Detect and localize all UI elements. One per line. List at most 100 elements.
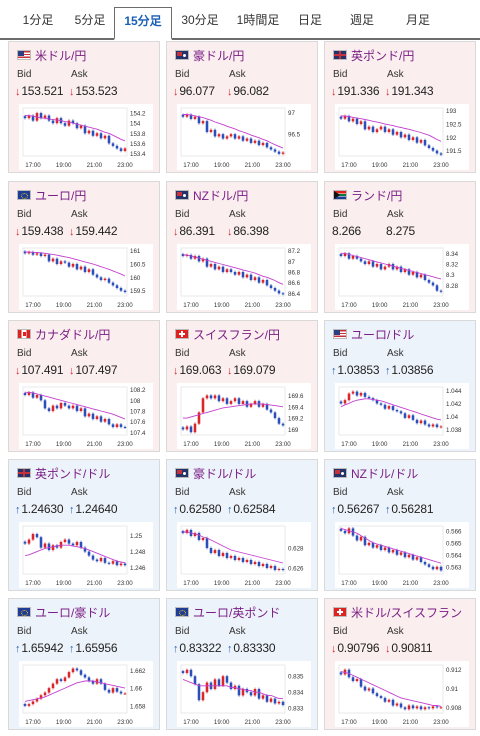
pair-link[interactable]: カナダドル/円 [35,327,111,342]
bid-price: 8.266 [332,224,362,238]
candlestick-chart: 161 160.5 160 159.5 17:00 19:00 21:00 23:00 [22,247,146,309]
rate-card-eur-aud[interactable]: ユーロ/豪ドル Bid Ask ↑1.65942 ↑1.65956 1.662 1.66 1.… [8,598,160,730]
candle-body [39,395,43,401]
ask-value: ↓96.082 [227,84,269,98]
pair-link[interactable]: 豪ドル/円 [193,48,245,63]
mini-chart[interactable]: 0.566 0.565 0.564 0.563 17:00 19:00 21:00 23:00 [335,522,469,588]
y-tick-label: 8.32 [446,262,459,269]
y-tick-label: 169.4 [288,404,304,411]
pair-link[interactable]: NZドル/ドル [351,466,419,481]
tab-30min[interactable]: 30分足 [181,13,219,27]
candle-body [213,550,217,553]
mini-chart[interactable]: 0.835 0.834 0.833 17:00 19:00 21:00 23:00 [177,661,311,727]
candle-body [181,427,185,430]
mini-chart[interactable]: 1.25 1.248 1.246 17:00 19:00 21:00 23:00 [19,522,153,588]
candle-body [403,707,407,710]
candle-body [403,552,407,558]
candle-body [423,140,427,146]
bid-value: ↓191.336 [331,84,379,98]
pair-link[interactable]: ユーロ/豪ドル [35,605,111,620]
rate-card-eur-usd[interactable]: ユーロ/ドル Bid Ask ↑1.03853 ↑1.03856 1.044 1.042 1.… [324,320,476,452]
rate-card-zar-jpy[interactable]: ランド/円 Bid Ask 8.266 8.275 8.34 8.32 8.3 8.28 17:0… [324,181,476,313]
tab-5min[interactable]: 5分足 [74,13,106,27]
tab-1min[interactable]: 1分足 [22,13,54,27]
pair-link[interactable]: 米ドル/円 [35,48,87,63]
pair-link[interactable]: NZドル/円 [193,188,249,203]
mini-chart[interactable]: 0.628 0.626 17:00 19:00 21:00 23:00 [177,522,311,588]
mini-chart[interactable]: 108.2 108 107.8 107.6 107.4 17:00 19:00 21:00 23… [19,383,153,449]
candle-body [343,530,347,534]
mini-chart[interactable]: 154.2 154 153.8 153.6 153.4 17:00 19:00 21:00 23… [19,104,153,170]
rate-card-usd-jpy[interactable]: 米ドル/円 Bid Ask ↓153.521 ↓153.523 154.2 154 153.8… [8,41,160,173]
y-tick-label: 0.91 [446,686,459,693]
bid-value: ↑0.83322 [173,641,221,655]
candle-body [427,564,431,567]
card-header: 豪ドル/円 [175,48,245,63]
candle-body [257,277,261,283]
candle-body [67,672,71,678]
tab-weekly[interactable]: 週足 [349,13,374,27]
mini-chart[interactable]: 8.34 8.32 8.3 8.28 17:00 19:00 21:00 23:00 [335,244,469,310]
bid-price: 1.03853 [337,363,380,377]
candle-body [197,256,201,262]
ask-label: Ask [387,626,404,637]
mini-chart[interactable]: 193 192.5 192 191.5 17:00 19:00 21:00 23:00 [335,104,469,170]
candle-body [411,705,415,709]
y-tick-label: 1.248 [130,549,146,556]
rate-card-aud-jpy[interactable]: 豪ドル/円 Bid Ask ↓96.077 ↓96.082 97 96.5 17:00 19:0… [166,41,318,173]
rate-card-eur-gbp[interactable]: ユーロ/英ポンド Bid Ask ↑0.83322 ↑0.83330 0.835 0.834… [166,598,318,730]
tab-daily[interactable]: 日足 [297,13,322,27]
bid-value: ↓86.391 [173,224,215,238]
candle-body [379,545,383,550]
mini-chart[interactable]: 87.2 87 86.8 86.6 86.4 17:00 19:00 21:00 23:00 [177,244,311,310]
rate-card-gbp-jpy[interactable]: 英ポンド/円 Bid Ask ↓191.336 ↓191.343 193 192.5 192 1… [324,41,476,173]
ask-price: 86.398 [233,224,269,238]
pair-link[interactable]: ユーロ/ドル [351,327,415,342]
candle-body [213,129,217,137]
candle-body [87,551,91,556]
rate-card-chf-jpy[interactable]: スイスフラン/円 Bid Ask ↓169.063 ↓169.079 169.6 169.4… [166,320,318,452]
pair-link[interactable]: 英ポンド/円 [351,48,415,63]
candle-body [347,116,351,122]
rate-card-nzd-jpy[interactable]: NZドル/円 Bid Ask ↓86.391 ↓86.398 87.2 87 86.8 86.6… [166,181,318,313]
y-tick-label: 192 [446,135,457,142]
plot-area [22,664,128,714]
candle-body [71,668,75,673]
candle-body [241,272,245,278]
candle-body [67,120,71,126]
pair-link[interactable]: スイスフラン/円 [193,327,280,342]
pair-link[interactable]: ランド/円 [351,188,403,203]
mini-chart[interactable]: 169.6 169.4 169.2 169 17:00 19:00 21:00 23:00 [177,383,311,449]
tab-monthly[interactable]: 月足 [405,13,430,27]
tab-15min[interactable]: 15分足 [114,7,172,40]
pair-link[interactable]: ユーロ/円 [35,188,87,203]
pair-link[interactable]: 米ドル/スイスフラン [351,605,462,620]
candle-body [217,266,221,270]
candle-body [269,698,273,702]
candle-body [67,262,71,267]
moving-average-line [340,398,442,421]
rate-card-usd-chf[interactable]: 米ドル/スイスフラン Bid Ask ↓0.90796 ↓0.90811 0.912 0.9… [324,598,476,730]
moving-average-line [341,115,442,142]
pair-link[interactable]: ユーロ/英ポンド [193,605,281,620]
pair-link[interactable]: 豪ドル/ドル [193,466,257,481]
mini-chart[interactable]: 161 160.5 160 159.5 17:00 19:00 21:00 23:00 [19,244,153,310]
mini-chart[interactable]: 1.044 1.042 1.04 1.038 17:00 19:00 21:00 23:00 [335,383,469,449]
ask-value: ↑0.56281 [385,502,433,516]
mini-chart[interactable]: 97 96.5 17:00 19:00 21:00 23:00 [177,104,311,170]
mini-chart[interactable]: 0.912 0.91 0.908 17:00 19:00 21:00 23:00 [335,661,469,727]
bid-value: ↑1.03853 [331,363,379,377]
tab-1hour[interactable]: 1時間足 [236,13,280,27]
pair-link[interactable]: 英ポンド/ドル [35,466,111,481]
rate-card-gbp-usd[interactable]: 英ポンド/ドル Bid Ask ↑1.24630 ↑1.24640 1.25 1.248 1.… [8,459,160,591]
x-tick-label: 21:00 [245,441,261,448]
rate-card-eur-jpy[interactable]: ユーロ/円 Bid Ask ↓159.438 ↓159.442 161 160.5 160 15… [8,181,160,313]
mini-chart[interactable]: 1.662 1.66 1.658 17:00 19:00 21:00 23:00 [19,661,153,727]
candle-body [371,542,375,548]
rate-card-aud-usd[interactable]: 豪ドル/ドル Bid Ask ↑0.62580 ↑0.62584 0.628 0.626 17… [166,459,318,591]
x-tick-label: 21:00 [245,162,261,169]
candle-body [87,130,91,134]
rate-card-cad-jpy[interactable]: カナダドル/円 Bid Ask ↓107.491 ↓107.497 108.2 108 107… [8,320,160,452]
rate-card-nzd-usd[interactable]: NZドル/ドル Bid Ask ↑0.56267 ↑0.56281 0.566 0.565 0… [324,459,476,591]
candle-body [435,150,439,154]
